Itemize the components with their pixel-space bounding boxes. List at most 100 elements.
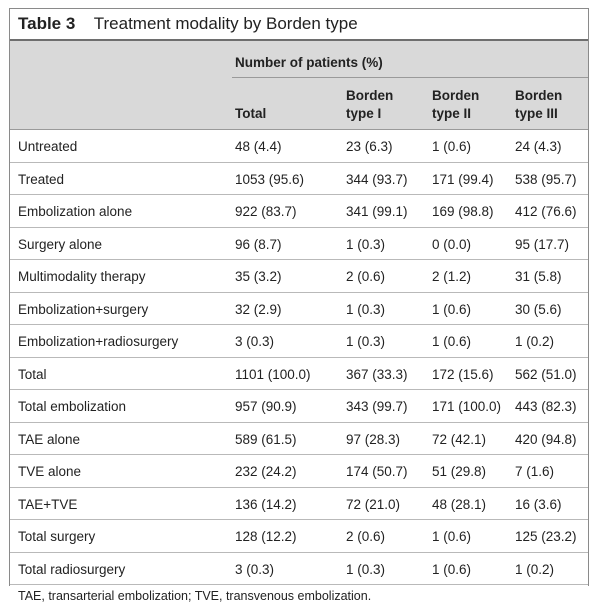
table-cell: 48 (4.4) [235, 139, 282, 154]
table-header: Number of patients (%) Total Borden type… [10, 41, 588, 130]
row-label: Multimodality therapy [18, 269, 146, 284]
table-cell: 35 (3.2) [235, 269, 282, 284]
column-header-line2: type III [515, 106, 558, 121]
table-cell: 562 (51.0) [515, 366, 577, 382]
table-row: TVE alone 232 (24.2) 174 (50.7) 51 (29.8) 7 … [10, 455, 588, 488]
table-cell: 31 (5.8) [515, 269, 562, 284]
table-cell: 343 (99.7) [346, 399, 408, 414]
table-row: TAE alone 589 (61.5) 97 (28.3) 72 (42.1) 420… [10, 423, 588, 455]
row-label: Treated [18, 171, 65, 187]
table-number: Table 3 [18, 14, 76, 33]
table-cell: 3 (0.3) [235, 561, 275, 577]
group-header: Number of patients (%) [235, 55, 383, 70]
table-cell: 1 (0.3) [346, 334, 386, 349]
table-cell: 2 (0.6) [346, 529, 386, 544]
table-cell: 24 (4.3) [515, 139, 562, 154]
table-row: Embolization+radiosurgery 3 (0.3) 1 (0.3) 1… [10, 325, 588, 358]
column-header-line1: Borden [515, 88, 563, 103]
table-cell: 341 (99.1) [346, 204, 408, 219]
row-label: Embolization+radiosurgery [18, 334, 179, 349]
table-cell: 1 (0.6) [432, 529, 472, 544]
table-cell: 169 (98.8) [432, 204, 494, 219]
row-label: Untreated [18, 139, 78, 154]
table-cell: 171 (100.0) [432, 399, 502, 414]
table-cell: 1 (0.6) [432, 139, 472, 154]
column-header-line1: Borden [432, 88, 480, 103]
row-label: Embolization+surgery [18, 301, 149, 317]
table-cell: 1 (0.6) [432, 301, 472, 317]
table-row: Embolization alone 922 (83.7) 341 (99.1) 16… [10, 195, 588, 228]
table-cell: 2 (1.2) [432, 269, 472, 284]
table-cell: 97 (28.3) [346, 431, 401, 447]
table-cell: 16 (3.6) [515, 496, 562, 512]
table-cell: 1 (0.2) [515, 334, 555, 349]
table-cell: 96 (8.7) [235, 236, 282, 252]
table-row: Total radiosurgery 3 (0.3) 1 (0.3) 1 (0.6) 1… [10, 553, 588, 585]
table-row: Embolization+surgery 32 (2.9) 1 (0.3) 1 (0.… [10, 293, 588, 325]
table-row: Untreated 48 (4.4) 23 (6.3) 1 (0.6) 24 (4.3) [10, 130, 588, 163]
table-cell: 420 (94.8) [515, 431, 577, 447]
row-label: Total [18, 366, 47, 382]
table-row: Total 1101 (100.0) 367 (33.3) 172 (15.6) 562… [10, 358, 588, 390]
column-header-line1: Borden [346, 88, 394, 103]
table-row: Treated 1053 (95.6) 344 (93.7) 171 (99.4) 53… [10, 163, 588, 195]
table-cell: 72 (42.1) [432, 431, 487, 447]
table-cell: 48 (28.1) [432, 496, 487, 512]
column-header-line2: type II [432, 106, 472, 121]
table-cell: 32 (2.9) [235, 301, 282, 317]
table-frame: Table 3 Treatment modality by Borden typ… [9, 8, 589, 607]
table-cell: 1 (0.6) [432, 561, 472, 577]
row-label: TVE alone [18, 464, 82, 479]
table-cell: 589 (61.5) [235, 431, 297, 447]
column-header-borden-type-3: Borden type III [515, 87, 562, 123]
table-cell: 0 (0.0) [432, 236, 472, 252]
table-cell: 72 (21.0) [346, 496, 401, 512]
table-cell: 95 (17.7) [515, 236, 570, 252]
row-label: Total embolization [18, 399, 127, 414]
column-header-line2: type I [346, 106, 382, 121]
table-body: Untreated 48 (4.4) 23 (6.3) 1 (0.6) 24 (4.3)… [10, 130, 588, 585]
table-cell: 23 (6.3) [346, 139, 393, 154]
row-label: TAE+TVE [18, 496, 78, 512]
column-header-borden-type-2: Borden type II [432, 87, 479, 123]
table-cell: 136 (14.2) [235, 496, 297, 512]
row-label: Total radiosurgery [18, 561, 126, 577]
column-header-borden-type-1: Borden type I [346, 87, 393, 123]
table-cell: 1 (0.3) [346, 301, 386, 317]
table-row: Surgery alone 96 (8.7) 1 (0.3) 0 (0.0) 95 (1… [10, 228, 588, 260]
group-header-rule [232, 77, 588, 78]
table-footnote: TAE, transarterial embolization; TVE, tr… [10, 585, 588, 607]
table-caption: Treatment modality by Borden type [93, 14, 358, 33]
table-cell: 128 (12.2) [235, 529, 297, 544]
column-header-line2: Total [235, 106, 267, 121]
table-cell: 51 (29.8) [432, 464, 487, 479]
row-label: Total surgery [18, 529, 96, 544]
table-cell: 344 (93.7) [346, 171, 408, 187]
table-cell: 30 (5.6) [515, 301, 562, 317]
table-cell: 232 (24.2) [235, 464, 297, 479]
table-cell: 922 (83.7) [235, 204, 297, 219]
table-cell: 1 (0.6) [432, 334, 472, 349]
table-cell: 2 (0.6) [346, 269, 386, 284]
table-cell: 412 (76.6) [515, 204, 577, 219]
table-row: Total surgery 128 (12.2) 2 (0.6) 1 (0.6) 125… [10, 520, 588, 553]
table-cell: 7 (1.6) [515, 464, 555, 479]
table-cell: 1 (0.3) [346, 236, 386, 252]
table-cell: 1 (0.3) [346, 561, 386, 577]
table-row: Total embolization 957 (90.9) 343 (99.7) 17… [10, 390, 588, 423]
column-header-total: Total [235, 105, 266, 123]
table-cell: 1 (0.2) [515, 561, 555, 577]
table-cell: 367 (33.3) [346, 366, 408, 382]
row-label: TAE alone [18, 431, 81, 447]
table-cell: 443 (82.3) [515, 399, 577, 414]
table-cell: 125 (23.2) [515, 529, 577, 544]
table-row: Multimodality therapy 35 (3.2) 2 (0.6) 2 (1… [10, 260, 588, 293]
table-cell: 1053 (95.6) [235, 171, 305, 187]
table-cell: 172 (15.6) [432, 366, 494, 382]
row-label: Embolization alone [18, 204, 133, 219]
table-cell: 957 (90.9) [235, 399, 297, 414]
row-label: Surgery alone [18, 236, 103, 252]
table-cell: 1101 (100.0) [235, 366, 311, 382]
table-cell: 171 (99.4) [432, 171, 494, 187]
table-cell: 538 (95.7) [515, 171, 577, 187]
